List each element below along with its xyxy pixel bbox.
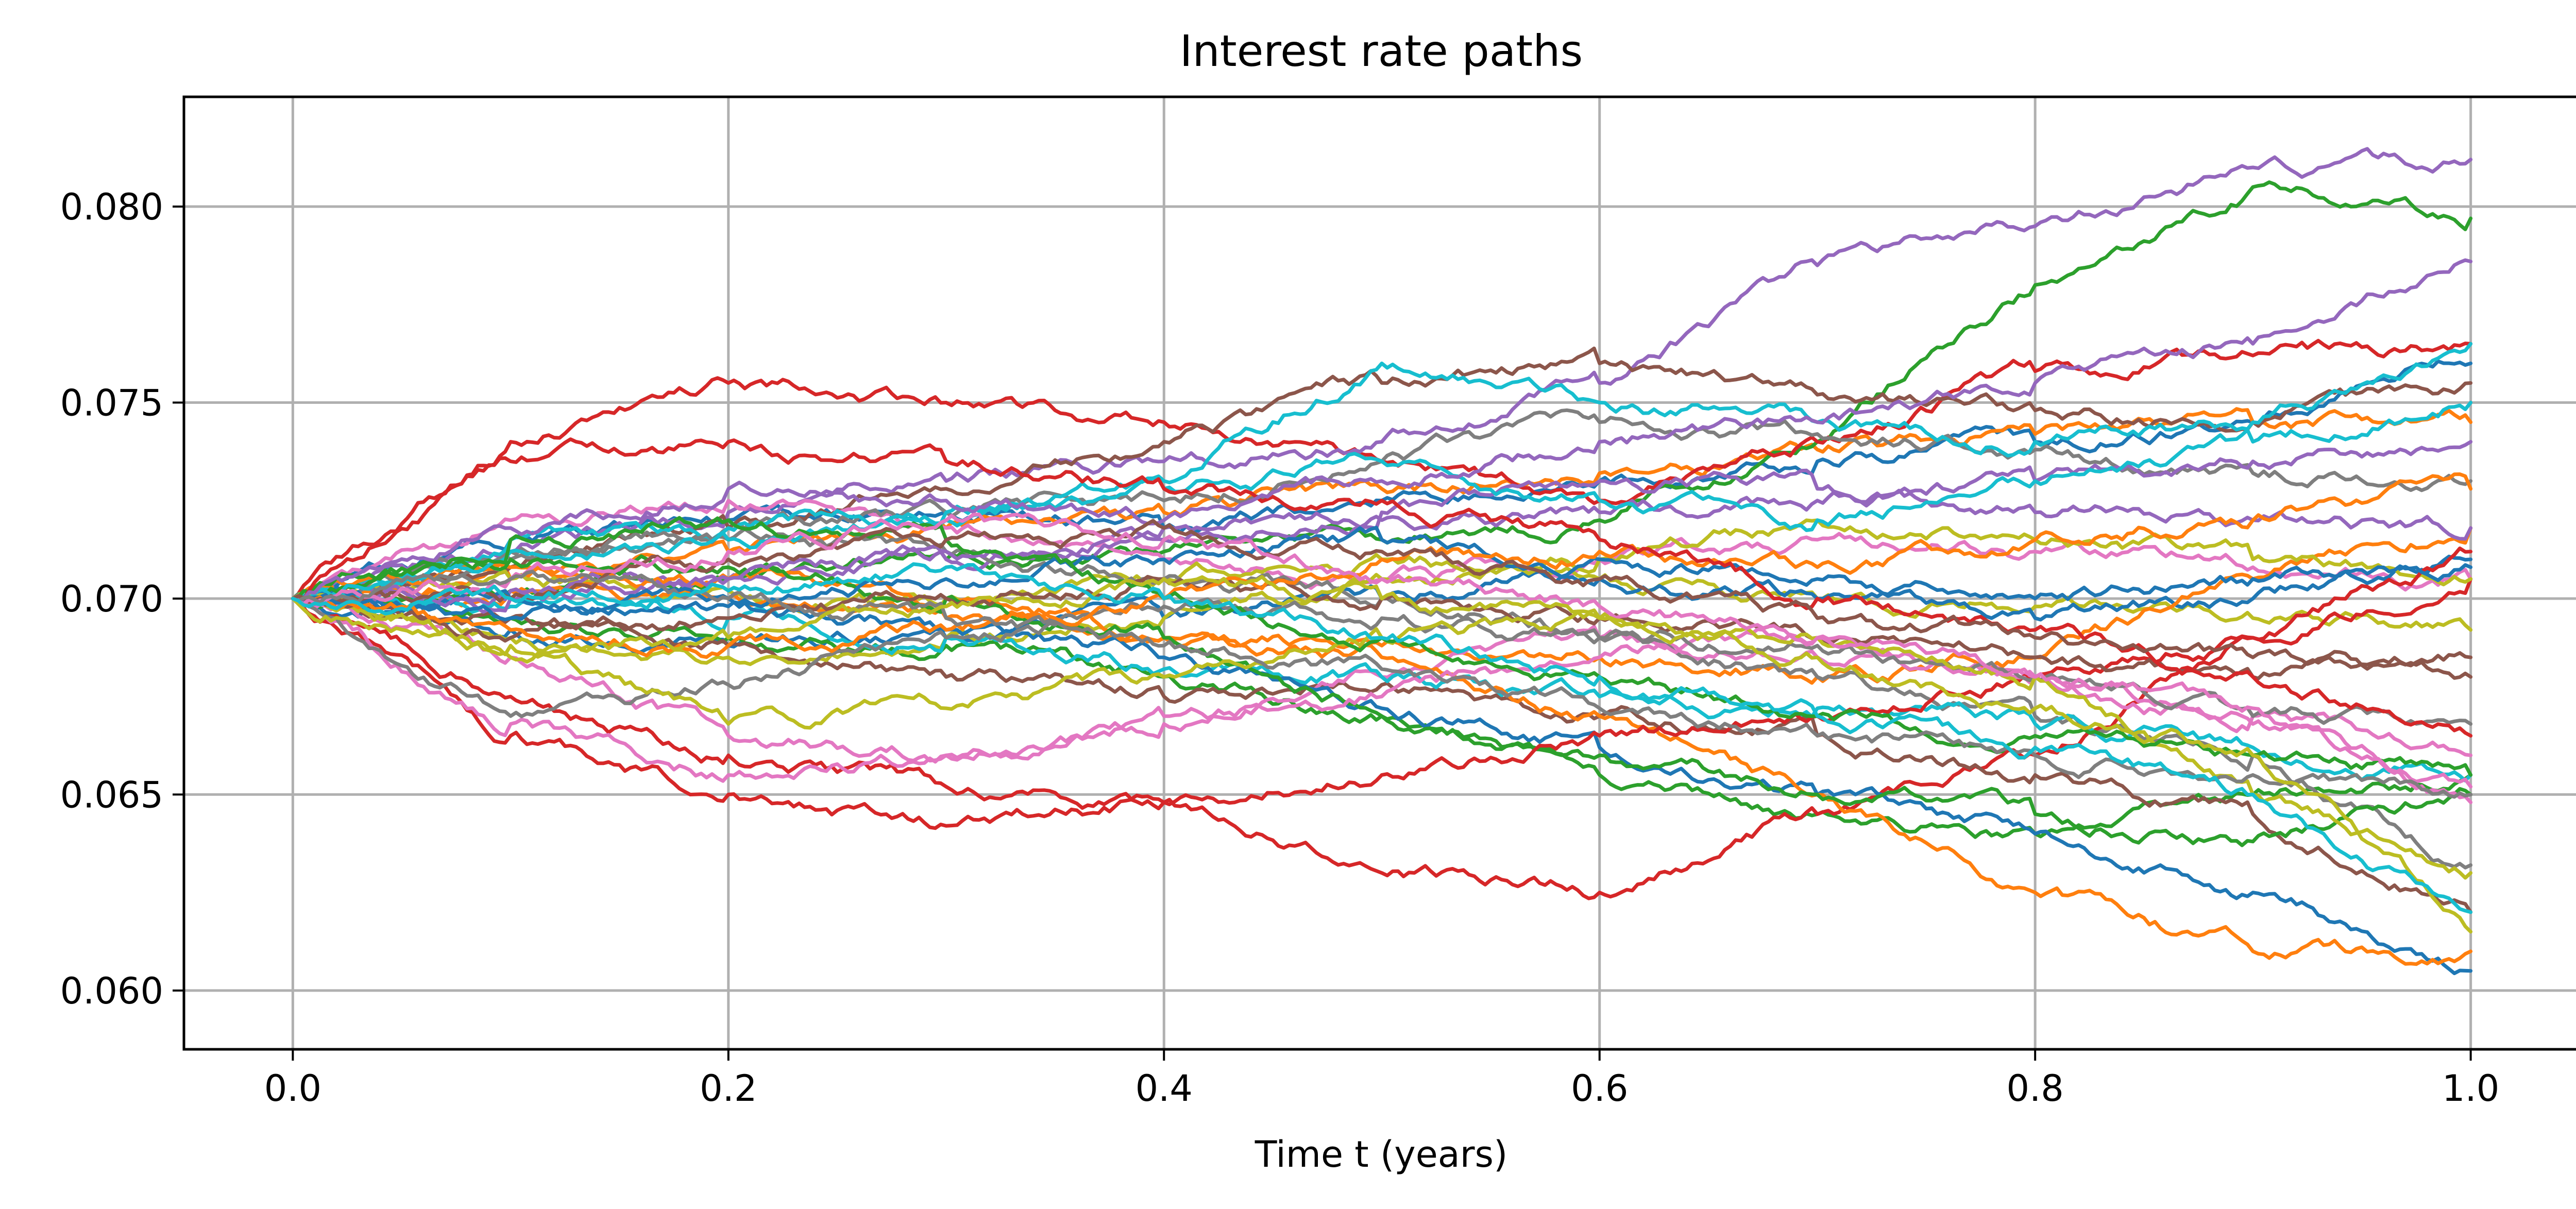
gridlines (184, 97, 2576, 1049)
y-axis: 0.060 0.065 0.070 0.075 0.080 (60, 186, 184, 1012)
chart-title: Interest rate paths (1180, 26, 1583, 76)
series-lines (291, 147, 2473, 975)
series-line (291, 147, 2473, 601)
x-tick-label: 1.0 (2442, 1067, 2499, 1110)
series-line (291, 342, 2473, 607)
plot-frame (182, 95, 2576, 1051)
x-axis-label: Time t (years) (1255, 1133, 1508, 1176)
y-tick-label: 0.070 (60, 578, 163, 620)
series-line (291, 401, 2473, 603)
y-tick-label: 0.060 (60, 970, 163, 1012)
series-line (291, 569, 2473, 799)
y-tick-label: 0.075 (60, 382, 163, 424)
x-tick-label: 0.4 (1136, 1067, 1193, 1110)
series-line (291, 561, 2473, 966)
series-line (291, 546, 2473, 810)
series-line (291, 526, 2473, 685)
series-line (291, 525, 2473, 622)
x-tick-label: 0.0 (264, 1067, 321, 1110)
y-tick-label: 0.065 (60, 774, 163, 816)
series-line (291, 472, 2473, 659)
series-line (291, 590, 2473, 880)
y-tick-label: 0.080 (60, 186, 163, 228)
x-axis: 0.0 0.2 0.4 0.6 0.8 1.0 (264, 1049, 2499, 1110)
x-tick-label: 0.2 (700, 1067, 757, 1110)
series-line (291, 586, 2473, 975)
x-tick-label: 0.8 (2007, 1067, 2064, 1110)
series-line (291, 562, 2473, 914)
series-line (291, 513, 2473, 805)
series-line (291, 258, 2473, 601)
series-line (291, 554, 2473, 847)
series-line (291, 519, 2473, 680)
x-tick-label: 0.6 (1571, 1067, 1628, 1110)
series-line (291, 575, 2473, 934)
series-line (291, 597, 2473, 789)
